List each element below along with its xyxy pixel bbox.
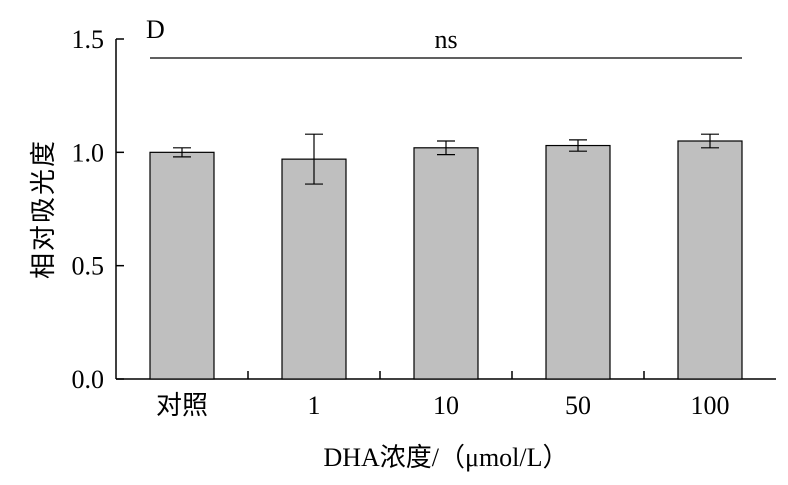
x-axis-title: DHA浓度/（μmol/L） — [323, 443, 568, 472]
bar[interactable] — [545, 144, 611, 380]
bar[interactable] — [677, 140, 743, 380]
x-tick-label: 对照 — [156, 391, 208, 420]
y-tick-label: 0.0 — [72, 365, 105, 394]
panel-label: D — [146, 15, 165, 44]
bar[interactable] — [281, 158, 347, 380]
y-axis-title: 相对吸光度 — [29, 139, 58, 279]
x-tick-label: 50 — [565, 391, 591, 420]
y-tick-label: 0.5 — [72, 252, 105, 281]
x-tick-label: 10 — [433, 391, 459, 420]
bar[interactable] — [149, 151, 215, 380]
significance-label: ns — [434, 25, 457, 54]
y-tick-label: 1.0 — [72, 138, 105, 167]
bar[interactable] — [413, 147, 479, 380]
x-tick-label: 100 — [691, 391, 730, 420]
x-tick-label: 1 — [308, 391, 321, 420]
y-tick-label: 1.5 — [72, 25, 105, 54]
